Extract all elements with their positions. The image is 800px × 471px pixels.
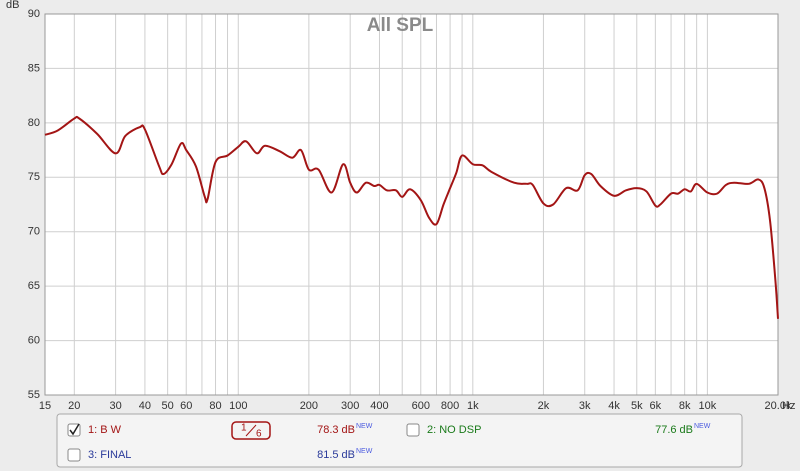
y-tick-label: 80 (28, 117, 40, 129)
legend-panel (56, 413, 743, 468)
y-tick-label: 60 (28, 334, 40, 346)
level: 78.3 dB (317, 424, 355, 436)
y-unit: dB (6, 0, 19, 11)
x-tick-label: 300 (341, 400, 359, 412)
x-tick-label: 200 (300, 400, 318, 412)
checkbox[interactable] (406, 423, 420, 437)
x-tick-label: 2k (538, 400, 550, 412)
data-line (44, 115, 779, 319)
checkmark (69, 423, 80, 436)
x-tick-label: 800 (441, 400, 459, 412)
smoothing-num: 1 (241, 423, 247, 434)
x-tick-label: 400 (370, 400, 388, 412)
legend-label: 3: FINAL (88, 449, 131, 461)
legend-label: 2: NO DSP (427, 424, 481, 436)
x-tick-label: 8k (679, 400, 691, 412)
smoothing-slash (245, 424, 257, 437)
y-tick-label: 85 (28, 62, 40, 74)
legend-label: 1: B W (88, 424, 122, 436)
x-tick-label: 1k (467, 400, 479, 412)
badge: NEW (356, 423, 373, 430)
x-tick-label: 10k (699, 400, 717, 412)
x-tick-label: 40 (139, 400, 151, 412)
x-tick-label: 20.0k (765, 400, 792, 412)
x-tick-label: 3k (579, 400, 591, 412)
plot-border (44, 13, 779, 396)
x-tick-label: 60 (180, 400, 192, 412)
y-tick-label: 65 (28, 280, 40, 292)
y-tick-label: 75 (28, 171, 40, 183)
level: 77.6 dB (655, 424, 693, 436)
x-tick-label: 50 (162, 400, 174, 412)
y-tick-label: 55 (28, 389, 40, 401)
chart-title: All SPL (367, 15, 434, 36)
x-tick-label: 600 (412, 400, 430, 412)
x-tick-label: 100 (229, 400, 247, 412)
checkbox[interactable] (67, 448, 81, 462)
x-tick-label: 6k (650, 400, 662, 412)
x-tick-label: 4k (608, 400, 620, 412)
x-unit: Hz (782, 400, 795, 412)
level: 81.5 dB (317, 449, 355, 461)
badge: NEW (356, 448, 373, 455)
x-tick-label: 15 (39, 400, 51, 412)
smoothing-icon[interactable] (231, 421, 271, 440)
badge: NEW (694, 423, 711, 430)
x-tick-label: 30 (109, 400, 121, 412)
x-tick-label: 80 (209, 400, 221, 412)
y-tick-label: 70 (28, 226, 40, 238)
x-tick-label: 20 (68, 400, 80, 412)
smoothing-den: 6 (256, 429, 262, 440)
plot-area (45, 14, 778, 395)
y-tick-label: 90 (28, 8, 40, 20)
x-tick-label: 5k (631, 400, 643, 412)
